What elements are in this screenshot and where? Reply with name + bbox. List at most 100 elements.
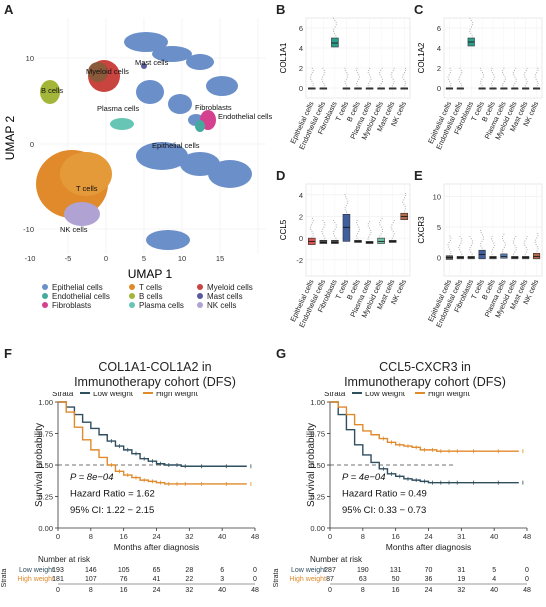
outlier-point xyxy=(381,78,383,80)
outlier-point xyxy=(491,238,493,240)
risk-high-count: 87 xyxy=(326,576,334,583)
risk-xtick: 32 xyxy=(185,587,193,594)
outlier-point xyxy=(483,236,485,238)
km-curve-high xyxy=(330,401,519,452)
outlier-point xyxy=(368,236,370,238)
outlier-point xyxy=(324,85,326,87)
outlier-point xyxy=(405,208,407,210)
outlier-point xyxy=(356,222,358,224)
km-xtick: 24 xyxy=(424,532,432,541)
outlier-point xyxy=(449,239,451,241)
outlier-point xyxy=(403,203,405,205)
panel-label-d: D xyxy=(276,168,286,183)
umap-label-epithelial: Epithelial cells xyxy=(152,141,200,150)
outlier-point xyxy=(450,250,452,252)
outlier-point xyxy=(450,85,452,87)
outlier-point xyxy=(491,72,493,74)
outlier-point xyxy=(332,233,334,235)
outlier-point xyxy=(447,76,449,78)
outlier-point xyxy=(461,72,463,74)
panel-label-a: A xyxy=(4,2,14,17)
outlier-point xyxy=(459,236,461,238)
outlier-point xyxy=(493,76,495,78)
risk-high-count: 41 xyxy=(153,576,161,583)
outlier-point xyxy=(469,30,471,32)
risk-xtick: 40 xyxy=(490,587,498,594)
km-ytick: 0.25 xyxy=(38,493,53,502)
outlier-point xyxy=(460,251,462,253)
outlier-point xyxy=(367,85,369,87)
outlier-point xyxy=(461,240,463,242)
outlier-point xyxy=(493,242,495,244)
outlier-point xyxy=(512,72,514,74)
outlier-point xyxy=(470,33,472,35)
svg-text:T cells: T cells xyxy=(139,283,162,292)
svg-text:10: 10 xyxy=(26,54,34,63)
svg-text:NK cells: NK cells xyxy=(207,301,236,310)
umap-clusters xyxy=(36,32,252,250)
box-fibroblasts xyxy=(331,239,339,244)
outlier-point xyxy=(309,226,311,228)
umap-label-endothelial: Endothelial cells xyxy=(218,112,272,121)
ytick-label: 4 xyxy=(437,44,441,53)
risk-low-count: 105 xyxy=(118,567,130,574)
outlier-point xyxy=(334,228,336,230)
risk-high-count: 36 xyxy=(425,576,433,583)
outlier-point xyxy=(450,69,452,71)
outlier-point xyxy=(471,240,473,242)
km-xlabel: Months after diagnosis xyxy=(386,542,472,552)
ytick-label: 6 xyxy=(437,24,441,33)
outlier-point xyxy=(379,85,381,87)
panel-label-b: B xyxy=(276,2,286,17)
outlier-point xyxy=(472,24,474,26)
outlier-point xyxy=(502,238,504,240)
umap-label-b: B cells xyxy=(41,86,63,95)
svg-text:Fibroblasts: Fibroblasts xyxy=(52,301,91,310)
risk-high-count: 4 xyxy=(492,576,496,583)
outlier-point xyxy=(391,72,393,74)
risk-title: Number at risk xyxy=(310,555,363,564)
outlier-point xyxy=(503,240,505,242)
outlier-point xyxy=(504,78,506,80)
umap-label-t: T cells xyxy=(76,184,98,193)
outlier-point xyxy=(513,74,515,76)
risk-xtick: 16 xyxy=(120,587,128,594)
umap-label-fibroblasts: Fibroblasts xyxy=(195,103,232,112)
outlier-point xyxy=(448,242,450,244)
risk-xtick: 8 xyxy=(361,587,365,594)
outlier-point xyxy=(322,233,324,235)
outlier-point xyxy=(333,219,335,221)
outlier-point xyxy=(535,244,537,246)
risk-low-count: 146 xyxy=(85,567,97,574)
km-pvalue: P = 4e−04 xyxy=(342,472,386,483)
outlier-point xyxy=(512,240,514,242)
outlier-point xyxy=(459,80,461,82)
outlier-point xyxy=(480,69,482,71)
outlier-point xyxy=(405,195,407,197)
ytick-label: 5 xyxy=(437,223,441,232)
outlier-point xyxy=(403,78,405,80)
outlier-point xyxy=(469,249,471,251)
outlier-point xyxy=(458,78,460,80)
outlier-point xyxy=(460,238,462,240)
km-xtick: 31 xyxy=(457,532,465,541)
outlier-point xyxy=(481,240,483,242)
outlier-point xyxy=(513,253,515,255)
outlier-point xyxy=(460,83,462,85)
outlier-point xyxy=(309,76,311,78)
outlier-point xyxy=(358,228,360,230)
outlier-point xyxy=(323,69,325,71)
outlier-point xyxy=(491,67,493,69)
outlier-point xyxy=(334,26,336,28)
outlier-point xyxy=(537,233,539,235)
outlier-point xyxy=(524,72,526,74)
km-ytick: 0.00 xyxy=(310,524,325,533)
outlier-point xyxy=(369,234,371,236)
outlier-point xyxy=(369,80,371,82)
risk-low-count: 193 xyxy=(52,567,64,574)
risk-low-count: 0 xyxy=(525,567,529,574)
outlier-point xyxy=(369,67,371,69)
outlier-point xyxy=(367,69,369,71)
outlier-point xyxy=(515,249,517,251)
